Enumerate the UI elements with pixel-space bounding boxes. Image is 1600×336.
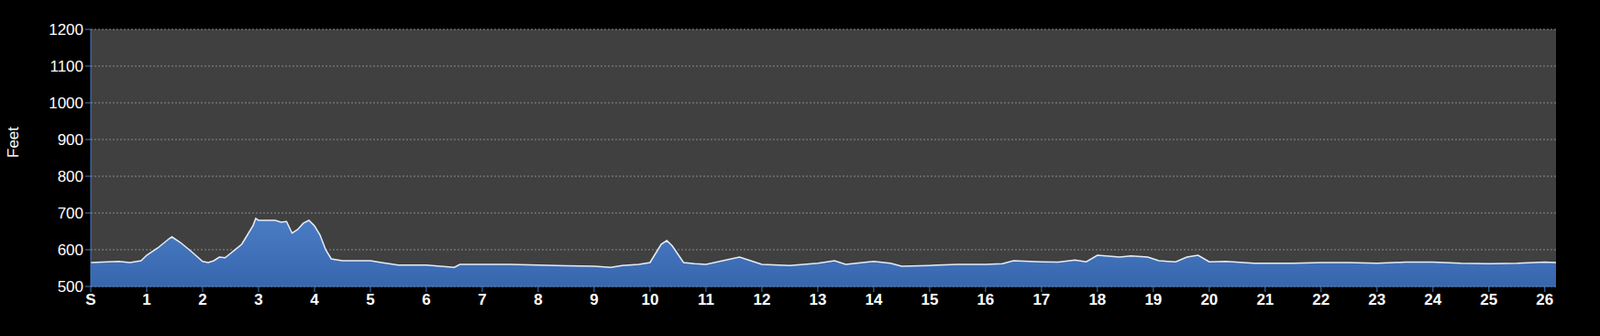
svg-text:26: 26: [1535, 290, 1554, 309]
svg-text:23: 23: [1368, 290, 1386, 309]
svg-text:600: 600: [57, 241, 84, 259]
svg-text:1000: 1000: [48, 94, 84, 112]
svg-text:24: 24: [1423, 290, 1442, 309]
svg-text:1200: 1200: [48, 21, 84, 39]
svg-text:Feet: Feet: [7, 126, 23, 158]
svg-text:4: 4: [309, 290, 320, 309]
svg-text:8: 8: [533, 290, 542, 309]
svg-text:13: 13: [808, 290, 827, 309]
svg-text:900: 900: [57, 131, 84, 149]
svg-text:2: 2: [198, 290, 207, 309]
svg-text:19: 19: [1144, 290, 1162, 309]
svg-text:1: 1: [142, 290, 151, 309]
svg-text:16: 16: [976, 290, 994, 309]
svg-text:S: S: [85, 290, 96, 309]
svg-text:25: 25: [1479, 290, 1498, 309]
svg-text:18: 18: [1088, 290, 1106, 309]
svg-text:17: 17: [1032, 290, 1050, 309]
svg-text:5: 5: [365, 290, 375, 309]
svg-text:9: 9: [589, 290, 598, 309]
svg-text:21: 21: [1256, 290, 1274, 309]
svg-text:14: 14: [864, 290, 883, 309]
svg-text:11: 11: [697, 290, 715, 309]
svg-text:15: 15: [920, 290, 938, 309]
svg-text:10: 10: [640, 290, 659, 309]
svg-text:500: 500: [57, 277, 84, 296]
svg-text:6: 6: [421, 290, 431, 309]
svg-text:800: 800: [57, 167, 84, 186]
svg-text:1100: 1100: [49, 57, 84, 76]
svg-text:22: 22: [1312, 290, 1330, 309]
svg-text:3: 3: [253, 290, 263, 309]
svg-text:20: 20: [1200, 290, 1218, 309]
svg-text:700: 700: [57, 204, 84, 222]
svg-text:7: 7: [477, 290, 486, 309]
svg-text:12: 12: [752, 290, 771, 309]
